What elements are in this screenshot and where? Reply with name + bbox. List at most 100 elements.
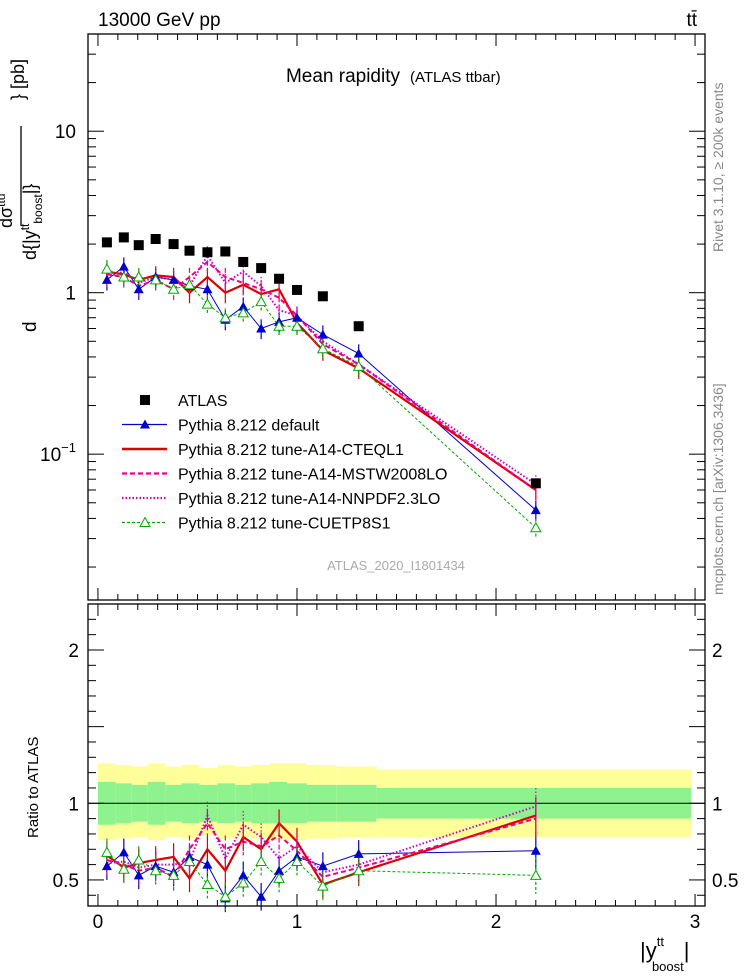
series-line-nnpdf (106, 253, 537, 486)
marker-cuetp8s1 (291, 320, 303, 331)
marker-cuetp8s1 (529, 521, 542, 533)
marker-cuetp8s1 (132, 271, 145, 282)
marker-cuetp8s1 (317, 342, 329, 354)
ratio-line-nnpdf (106, 805, 537, 874)
y-axis-label: dσttü (0, 194, 16, 228)
marker-atlas (274, 273, 285, 284)
ratio-marker-cuetp8s1 (167, 869, 180, 880)
chart-subtitle: (ATLAS ttbar) (410, 69, 501, 86)
marker-default (202, 284, 213, 294)
marker-default (291, 312, 302, 322)
marker-atlas (220, 246, 231, 257)
marker-atlas (168, 239, 179, 250)
marker-atlas (150, 234, 161, 245)
marker-default (118, 261, 129, 271)
y-tick-label: 10−1 (40, 440, 76, 466)
marker-default (256, 323, 267, 333)
ratio-marker-default (101, 861, 112, 871)
marker-cuetp8s1 (101, 263, 113, 274)
marker-default (238, 301, 249, 311)
legend-label-atlas: ATLAS (178, 393, 228, 410)
ratio-y-tick-label-right: 2 (712, 641, 723, 662)
ratio-marker-cuetp8s1 (132, 853, 145, 865)
ratio-marker-cuetp8s1 (273, 872, 285, 883)
marker-cuetp8s1 (255, 295, 268, 307)
ratio-marker-cuetp8s1 (529, 869, 542, 880)
ratio-marker-default (202, 859, 213, 869)
chart-title: Mean rapidity (286, 66, 401, 87)
tick-labels: 0 1 2 3 10−1 1 10 0.5 0.5 1 1 2 2 (40, 122, 738, 933)
marker-default (101, 274, 112, 284)
ratio-marker-default (133, 870, 144, 880)
x-tick-label: 1 (292, 912, 303, 933)
ratio-marker-cuetp8s1 (291, 855, 303, 867)
ratio-y-tick-label-right: 0.5 (712, 871, 738, 892)
marker-cuetp8s1 (237, 306, 250, 318)
marker-atlas (118, 232, 129, 243)
ratio-marker-default (118, 847, 129, 857)
marker-default (353, 348, 364, 358)
ratio-marker-cuetp8s1 (219, 890, 232, 902)
ratio-y-axis-label: Ratio to ATLAS (25, 737, 42, 838)
ratio-marker-cuetp8s1 (201, 878, 214, 890)
marker-cuetp8s1 (167, 283, 180, 294)
ratio-marker-default (530, 845, 541, 855)
marker-atlas (101, 237, 112, 248)
marker-atlas (133, 240, 144, 251)
process-label: tt̄ (686, 10, 697, 31)
marker-cuetp8s1 (201, 298, 214, 309)
ratio-band-inner (269, 781, 288, 824)
legend-label-cuetp8s1: Pythia 8.212 tune-CUETP8S1 (178, 516, 391, 533)
marker-atlas (202, 247, 213, 258)
x-axis-label: |ytt boost| (640, 934, 689, 972)
marker-cuetp8s1 (219, 311, 232, 323)
ratio-marker-default (256, 891, 267, 901)
legend-label-nnpdf: Pythia 8.212 tune-A14-NNPDF2.3LO (178, 491, 440, 508)
y-tick-label: 1 (65, 284, 76, 305)
series-line-cuetp8s1 (106, 268, 537, 529)
data-markers (101, 232, 542, 903)
ratio-marker-cuetp8s1 (352, 864, 365, 876)
legend-symbol-default (140, 419, 150, 429)
legend-label-cteql1: Pythia 8.212 tune-A14-CTEQL1 (178, 442, 404, 459)
ratio-y-tick-label: 1 (68, 794, 79, 815)
ratio-marker-cuetp8s1 (149, 864, 162, 876)
ratio-uncertainty-bands (88, 763, 705, 841)
energy-label: 13000 GeV pp (98, 10, 221, 31)
watermark: ATLAS_2020_I1801434 (327, 558, 465, 573)
source-label: mcplots.cern.ch [arXiv:1306.3436] (710, 383, 726, 595)
marker-atlas (238, 256, 249, 267)
ratio-marker-cuetp8s1 (183, 855, 196, 867)
y-axis-label: d (20, 321, 41, 332)
marker-cuetp8s1 (352, 360, 365, 371)
ratio-y-tick-label-right: 1 (712, 794, 723, 815)
ratio-marker-cuetp8s1 (237, 876, 250, 888)
marker-cuetp8s1 (273, 320, 285, 331)
ratio-marker-cuetp8s1 (317, 880, 329, 891)
marker-default (133, 284, 144, 294)
ratio-y-tick-label: 0.5 (53, 871, 79, 892)
legend-symbol-cuetp8s1 (139, 516, 151, 527)
y-axis-label: d{|yttboost|} (18, 184, 45, 260)
marker-atlas (317, 291, 328, 302)
y-axis-label: } [pb] (8, 59, 28, 100)
legend-label-mstw: Pythia 8.212 tune-A14-MSTW2008LO (178, 467, 447, 484)
ratio-marker-default (274, 865, 285, 875)
axis-ticks (88, 33, 705, 906)
ratio-y-tick-label: 2 (68, 641, 79, 662)
ratio-marker-default (353, 848, 364, 858)
marker-atlas (184, 245, 195, 256)
rivet-label: Rivet 3.1.10, ≥ 200k events (710, 82, 726, 252)
ratio-line-mstw (106, 817, 537, 879)
marker-default (317, 329, 328, 339)
legend-symbol-atlas (140, 395, 150, 405)
ratio-marker-cuetp8s1 (255, 855, 268, 867)
marker-atlas (353, 321, 364, 332)
marker-default (530, 505, 541, 515)
marker-cuetp8s1 (183, 278, 196, 290)
x-tick-label: 0 (93, 912, 104, 933)
ratio-marker-cuetp8s1 (101, 846, 113, 857)
marker-atlas (256, 263, 267, 274)
